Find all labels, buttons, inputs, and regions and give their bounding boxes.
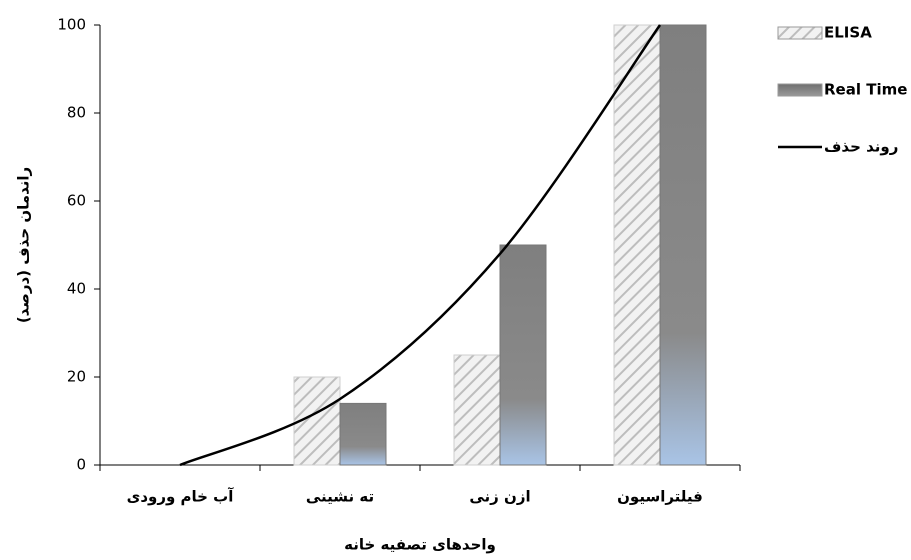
x-tick-label: ته نشینی bbox=[306, 488, 374, 506]
y-tick-label: 40 bbox=[67, 280, 86, 298]
x-tick-label: فیلتراسیون bbox=[617, 488, 703, 506]
bar bbox=[613, 24, 661, 466]
legend-label: Real Time bbox=[824, 81, 907, 99]
y-axis-title: راندمان حذف (درصد) bbox=[15, 167, 33, 323]
y-tick-label: 20 bbox=[67, 368, 86, 386]
x-axis-title: واحدهای تصفیه خانه bbox=[344, 536, 496, 554]
y-tick-label: 100 bbox=[57, 16, 86, 34]
bar bbox=[659, 24, 707, 466]
y-tick-label: 0 bbox=[76, 456, 86, 474]
legend-label: ELISA bbox=[824, 24, 872, 42]
legend-label: روند حذف bbox=[824, 138, 898, 156]
bar bbox=[453, 354, 501, 466]
trend-line bbox=[179, 24, 662, 467]
bar bbox=[339, 402, 387, 466]
y-tick-label: 80 bbox=[67, 104, 86, 122]
legend-swatch bbox=[777, 83, 823, 97]
x-tick-label: آب خام ورودی bbox=[127, 488, 235, 506]
x-tick-label: ازن زنی bbox=[469, 488, 530, 506]
legend-swatch bbox=[777, 26, 823, 40]
bar bbox=[499, 244, 547, 466]
y-tick-label: 60 bbox=[67, 192, 86, 210]
